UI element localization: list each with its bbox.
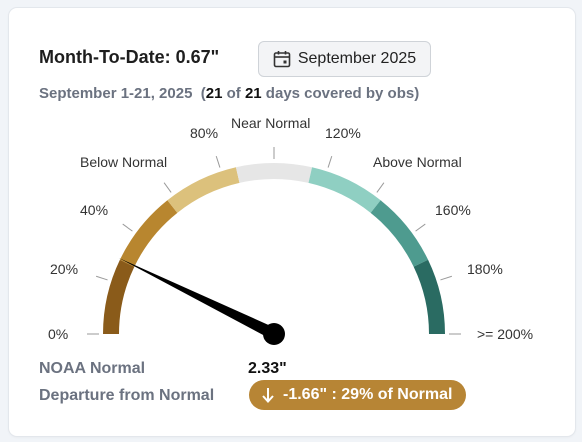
month-to-date-title: Month-To-Date: 0.67" bbox=[39, 47, 219, 68]
gauge-label-20: 20% bbox=[50, 261, 79, 277]
gauge-segment bbox=[103, 259, 135, 335]
departure-label: Departure from Normal bbox=[39, 387, 215, 404]
gauge-tick bbox=[376, 182, 385, 193]
gauge-label-0: 0% bbox=[48, 326, 69, 342]
gauge-tick bbox=[122, 223, 133, 232]
gauge-tick bbox=[95, 275, 108, 281]
gauge-needle bbox=[118, 257, 277, 340]
coverage-of: of bbox=[222, 85, 245, 102]
gauge-segment bbox=[308, 167, 381, 213]
gauge-label-180: 180% bbox=[467, 261, 503, 277]
gauge-ticks bbox=[87, 147, 461, 335]
gauge-tick bbox=[327, 155, 333, 168]
gauge-tick bbox=[440, 275, 453, 281]
days-total: 21 bbox=[244, 85, 262, 102]
departure-badge: -1.66" : 29% of Normal bbox=[249, 380, 467, 410]
gauge-label-40: 40% bbox=[80, 202, 109, 218]
mtd-label: Month-To-Date: bbox=[39, 47, 171, 67]
gauge-tick bbox=[415, 223, 426, 232]
gauge-label-above-normal: Above Normal bbox=[373, 154, 462, 170]
gauge-arcs bbox=[103, 163, 445, 335]
gauge-label-200: >= 200% bbox=[477, 326, 534, 342]
gauge-segment bbox=[119, 200, 178, 267]
coverage-open: ( bbox=[200, 85, 206, 102]
coverage-suffix: days covered by obs) bbox=[261, 85, 420, 102]
gauge-segment bbox=[167, 167, 240, 213]
gauge-tick bbox=[215, 155, 221, 168]
mtd-precip-card bbox=[9, 8, 575, 436]
gauge-hub bbox=[263, 323, 285, 345]
calendar-icon bbox=[273, 51, 291, 68]
gauge-segment bbox=[413, 259, 445, 335]
coverage-range: September 1-21, 2025 bbox=[39, 85, 193, 102]
gauge-tick bbox=[163, 182, 172, 193]
mtd-value: 0.67" bbox=[175, 47, 220, 67]
month-select-button[interactable]: September 2025 bbox=[258, 41, 431, 77]
gauge-label-below-normal: Below Normal bbox=[80, 154, 168, 170]
gauge-label-80: 80% bbox=[190, 125, 219, 141]
gauge-label-120: 120% bbox=[325, 125, 361, 141]
arrow-down-icon bbox=[262, 388, 274, 403]
noaa-normal-label: NOAA Normal bbox=[39, 360, 146, 377]
gauge-segment bbox=[370, 200, 429, 267]
noaa-normal-value: 2.33" bbox=[248, 360, 287, 377]
month-button-label: September 2025 bbox=[297, 50, 417, 67]
departure-value: -1.66" : 29% of Normal bbox=[283, 386, 453, 403]
gauge-label-160: 160% bbox=[435, 202, 471, 218]
days-covered: 21 bbox=[205, 85, 223, 102]
coverage-subtitle: September 1-21, 2025 (21 of 21 days cove… bbox=[39, 85, 419, 102]
gauge-segment bbox=[235, 163, 313, 183]
gauge-label-near-normal: Near Normal bbox=[231, 115, 311, 131]
